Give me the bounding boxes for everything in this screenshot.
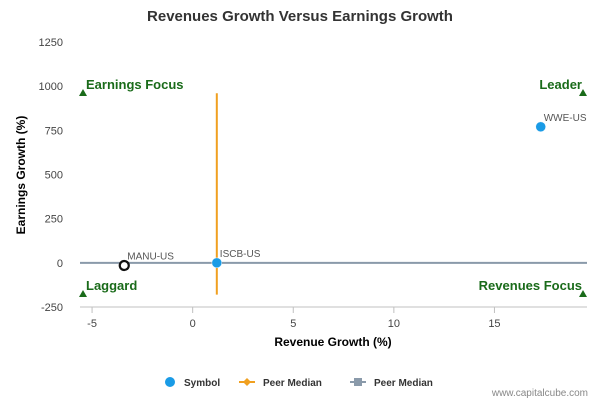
y-axis-title: Earnings Growth (%)	[14, 116, 28, 235]
data-point-label: MANU-US	[127, 251, 174, 262]
quadrant-label: Leader	[539, 77, 582, 92]
x-tick-label: 10	[388, 318, 400, 330]
quadrant-label: Revenues Focus	[479, 278, 582, 293]
y-axis-ticks: -250 0 250 500 750 1000 1250	[39, 37, 63, 314]
y-tick-label: 1000	[39, 81, 63, 93]
x-tick-label: -5	[87, 318, 97, 330]
y-tick-label: 0	[57, 258, 63, 270]
x-axis-ticks: -5 0 5 10 15	[87, 307, 501, 330]
data-points: WWE-US ISCB-US MANU-US	[118, 113, 587, 272]
legend-label: Symbol	[184, 378, 220, 389]
quadrant-label: Laggard	[86, 278, 137, 293]
legend-label: Peer Median	[374, 378, 433, 389]
legend-label: Peer Median	[263, 378, 322, 389]
chart-legend: Symbol Peer Median Peer Median	[165, 377, 433, 389]
quadrant-marker-icon	[579, 89, 587, 96]
quadrant-marker-icon	[79, 89, 87, 96]
peer-median-lines	[80, 93, 587, 295]
x-tick-label: 0	[190, 318, 196, 330]
data-point	[211, 257, 223, 269]
y-tick-label: -250	[41, 302, 63, 314]
legend-diamond-icon	[243, 378, 251, 386]
legend-symbol-icon	[165, 377, 175, 387]
quadrant-labels: Earnings Focus Leader Laggard Revenues Focu…	[79, 77, 587, 297]
data-point-label: ISCB-US	[220, 249, 261, 260]
data-point	[118, 259, 130, 272]
data-point-label: WWE-US	[544, 113, 587, 124]
y-tick-label: 250	[45, 214, 63, 226]
x-tick-label: 15	[488, 318, 500, 330]
chart-title: Revenues Growth Versus Earnings Growth	[147, 8, 453, 25]
y-tick-label: 1250	[39, 37, 63, 49]
y-tick-label: 750	[45, 125, 63, 137]
y-tick-label: 500	[45, 170, 63, 182]
quadrant-label: Earnings Focus	[86, 77, 184, 92]
quadrant-marker-icon	[79, 290, 87, 297]
x-axis-title: Revenue Growth (%)	[274, 335, 391, 349]
quadrant-marker-icon	[579, 290, 587, 297]
credit-text: www.capitalcube.com	[491, 388, 588, 399]
x-tick-label: 5	[290, 318, 296, 330]
data-point	[535, 121, 546, 133]
legend-square-icon	[354, 378, 362, 386]
